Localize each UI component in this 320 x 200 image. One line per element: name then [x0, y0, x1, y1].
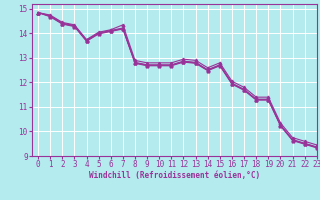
- X-axis label: Windchill (Refroidissement éolien,°C): Windchill (Refroidissement éolien,°C): [89, 171, 260, 180]
